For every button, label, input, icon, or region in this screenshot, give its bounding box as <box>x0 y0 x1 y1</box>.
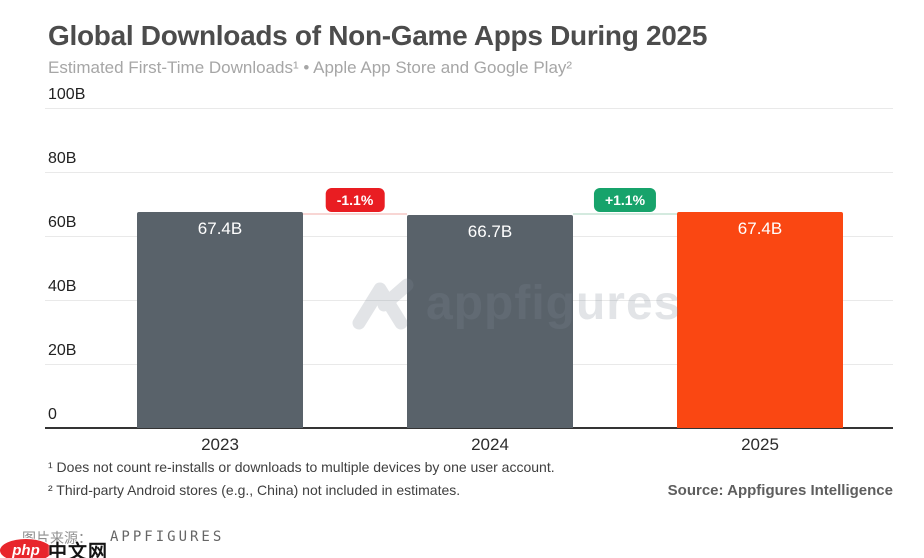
bar-2023: 67.4B <box>137 212 303 428</box>
y-tick-label: 20B <box>48 342 77 359</box>
bar-value-label: 67.4B <box>737 219 783 239</box>
x-axis-line <box>45 427 893 429</box>
y-tick-label: 100B <box>48 86 86 103</box>
bar-2025: 67.4B <box>677 212 843 428</box>
change-badge: +1.1% <box>593 188 657 213</box>
bar-value-label: 66.7B <box>467 221 513 241</box>
php-logo-badge: php <box>0 539 52 558</box>
y-tick-label: 40B <box>48 278 77 295</box>
page-subtitle: Estimated First-Time Downloads¹ • Apple … <box>48 58 573 77</box>
source-credit: Source: Appfigures Intelligence <box>667 482 893 499</box>
y-tick-label: 80B <box>48 150 77 167</box>
gridline-80B <box>45 172 893 173</box>
change-connector-line <box>303 213 407 216</box>
x-tick-label-2025: 2025 <box>741 435 779 454</box>
page-title: Global Downloads of Non-Game Apps During… <box>48 20 708 51</box>
php-cn-logo-text: 中文网 <box>48 542 109 558</box>
bar-value-label: 67.4B <box>197 219 243 239</box>
y-tick-label: 60B <box>48 214 77 231</box>
change-badge: -1.1% <box>325 188 385 213</box>
x-tick-label-2023: 2023 <box>201 435 239 454</box>
x-tick-label-2024: 2024 <box>471 435 509 454</box>
footnote-2: ² Third-party Android stores (e.g., Chin… <box>48 482 461 498</box>
change-connector-line <box>573 213 677 216</box>
footnote-1: ¹ Does not count re-installs or download… <box>48 459 555 475</box>
php-cn-logo: php 中文网 <box>0 537 108 558</box>
image-credit-source: APPFIGURES <box>110 529 225 545</box>
y-tick-label: 0 <box>48 406 57 423</box>
gridline-100B <box>45 108 893 109</box>
bar-chart: 0 20B 40B 60B 80B 100B 67.4B 2023 66.7B 2024 67.4B… <box>45 86 893 454</box>
bar-2024: 66.7B <box>407 214 573 428</box>
